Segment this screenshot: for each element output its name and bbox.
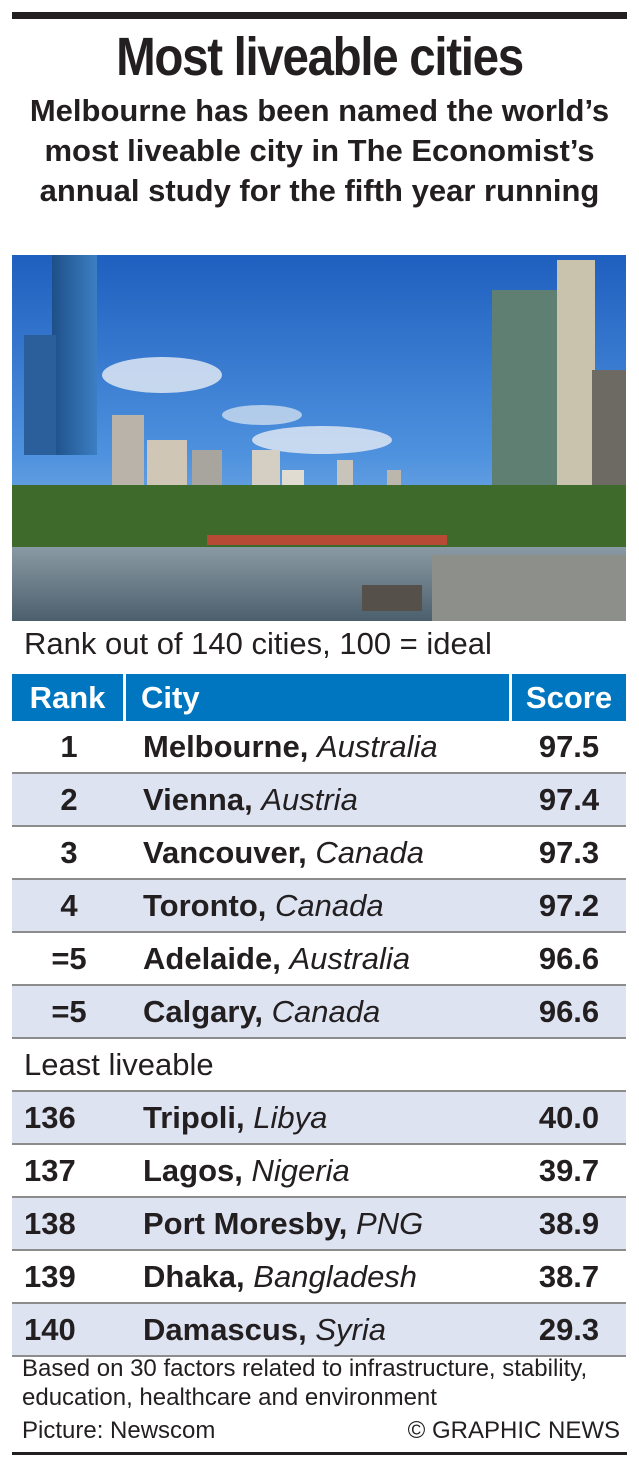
table-row: =5 Calgary, Canada 96.6: [12, 986, 626, 1039]
rank-cell: 2: [60, 782, 78, 817]
table-row: 2 Vienna, Austria 97.4: [12, 774, 626, 827]
score-cell: 38.9: [538, 1206, 600, 1241]
city-cell: Calgary, Canada: [143, 986, 380, 1037]
table-caption: Rank out of 140 cities, 100 = ideal: [24, 626, 492, 661]
country-name: Syria: [315, 1312, 386, 1347]
table-row: 4 Toronto, Canada 97.2: [12, 880, 626, 933]
rank-cell: 140: [24, 1312, 76, 1347]
rank-cell: 4: [60, 888, 78, 923]
top-rule: [12, 12, 627, 19]
rank-cell: 1: [60, 729, 78, 764]
picture-credit: Picture: Newscom: [22, 1417, 216, 1444]
score-cell: 96.6: [538, 994, 600, 1029]
city-cell: Toronto, Canada: [143, 880, 384, 931]
table-row: 3 Vancouver, Canada 97.3: [12, 827, 626, 880]
city-name: Adelaide,: [143, 941, 281, 976]
city-name: Vienna,: [143, 782, 253, 817]
city-cell: Melbourne, Australia: [143, 721, 438, 772]
city-name: Dhaka,: [143, 1259, 245, 1294]
score-cell: 29.3: [538, 1312, 600, 1347]
column-header-rank: Rank: [12, 674, 123, 721]
country-name: Nigeria: [251, 1153, 350, 1188]
city-cell: Port Moresby, PNG: [143, 1198, 423, 1249]
table-row: =5 Adelaide, Australia 96.6: [12, 933, 626, 986]
country-name: PNG: [356, 1206, 424, 1241]
rank-cell: 136: [24, 1100, 76, 1135]
rank-cell: 139: [24, 1259, 76, 1294]
least-liveable-heading: Least liveable: [12, 1039, 626, 1092]
city-cell: Adelaide, Australia: [143, 933, 410, 984]
column-header-score: Score: [512, 674, 626, 721]
rank-cell: =5: [51, 941, 87, 976]
rank-cell: 137: [24, 1153, 76, 1188]
score-cell: 38.7: [538, 1259, 600, 1294]
country-name: Australia: [316, 729, 438, 764]
city-name: Vancouver,: [143, 835, 307, 870]
city-name: Port Moresby,: [143, 1206, 348, 1241]
score-cell: 39.7: [538, 1153, 600, 1188]
country-name: Canada: [271, 994, 381, 1029]
section-label: Least liveable: [24, 1047, 214, 1082]
country-name: Australia: [289, 941, 411, 976]
table-row: 137 Lagos, Nigeria 39.7: [12, 1145, 626, 1198]
city-cell: Tripoli, Libya: [143, 1092, 327, 1143]
city-name: Damascus,: [143, 1312, 307, 1347]
country-name: Libya: [253, 1100, 328, 1135]
table-row: 1 Melbourne, Australia 97.5: [12, 721, 626, 774]
score-cell: 96.6: [538, 941, 600, 976]
page-title: Most liveable cities: [116, 27, 524, 87]
rank-cell: 138: [24, 1206, 76, 1241]
table-row: 140 Damascus, Syria 29.3: [12, 1304, 626, 1357]
rank-cell: 3: [60, 835, 78, 870]
city-cell: Dhaka, Bangladesh: [143, 1251, 417, 1302]
city-name: Melbourne,: [143, 729, 309, 764]
melbourne-skyline-photo: [12, 255, 626, 621]
score-cell: 40.0: [538, 1100, 600, 1135]
page-subtitle: Melbourne has been named the world’s mos…: [29, 93, 610, 208]
country-name: Bangladesh: [253, 1259, 418, 1294]
methodology-note: Based on 30 factors related to infrastru…: [22, 1355, 588, 1411]
city-cell: Vienna, Austria: [143, 774, 358, 825]
city-name: Toronto,: [143, 888, 267, 923]
score-cell: 97.2: [538, 888, 600, 923]
city-name: Lagos,: [143, 1153, 243, 1188]
score-cell: 97.5: [538, 729, 600, 764]
credit-line: Picture: Newscom © GRAPHIC NEWS: [22, 1416, 620, 1446]
table-row: 138 Port Moresby, PNG 38.9: [12, 1198, 626, 1251]
country-name: Austria: [261, 782, 358, 817]
city-name: Tripoli,: [143, 1100, 245, 1135]
table-row: 136 Tripoli, Libya 40.0: [12, 1092, 626, 1145]
score-cell: 97.4: [538, 782, 600, 817]
copyright-notice: © GRAPHIC NEWS: [407, 1417, 620, 1444]
score-cell: 97.3: [538, 835, 600, 870]
country-name: Canada: [315, 835, 424, 870]
city-cell: Damascus, Syria: [143, 1304, 386, 1355]
table-row: 139 Dhaka, Bangladesh 38.7: [12, 1251, 626, 1304]
ranking-table: Rank City Score 1 Melbourne, Australia 9…: [12, 674, 626, 1357]
column-header-city: City: [126, 674, 509, 721]
rank-cell: =5: [51, 994, 87, 1029]
city-cell: Vancouver, Canada: [143, 827, 424, 878]
table-header: Rank City Score: [12, 674, 626, 721]
city-cell: Lagos, Nigeria: [143, 1145, 350, 1196]
city-name: Calgary,: [143, 994, 264, 1029]
country-name: Canada: [275, 888, 384, 923]
bottom-rule: [12, 1452, 627, 1455]
